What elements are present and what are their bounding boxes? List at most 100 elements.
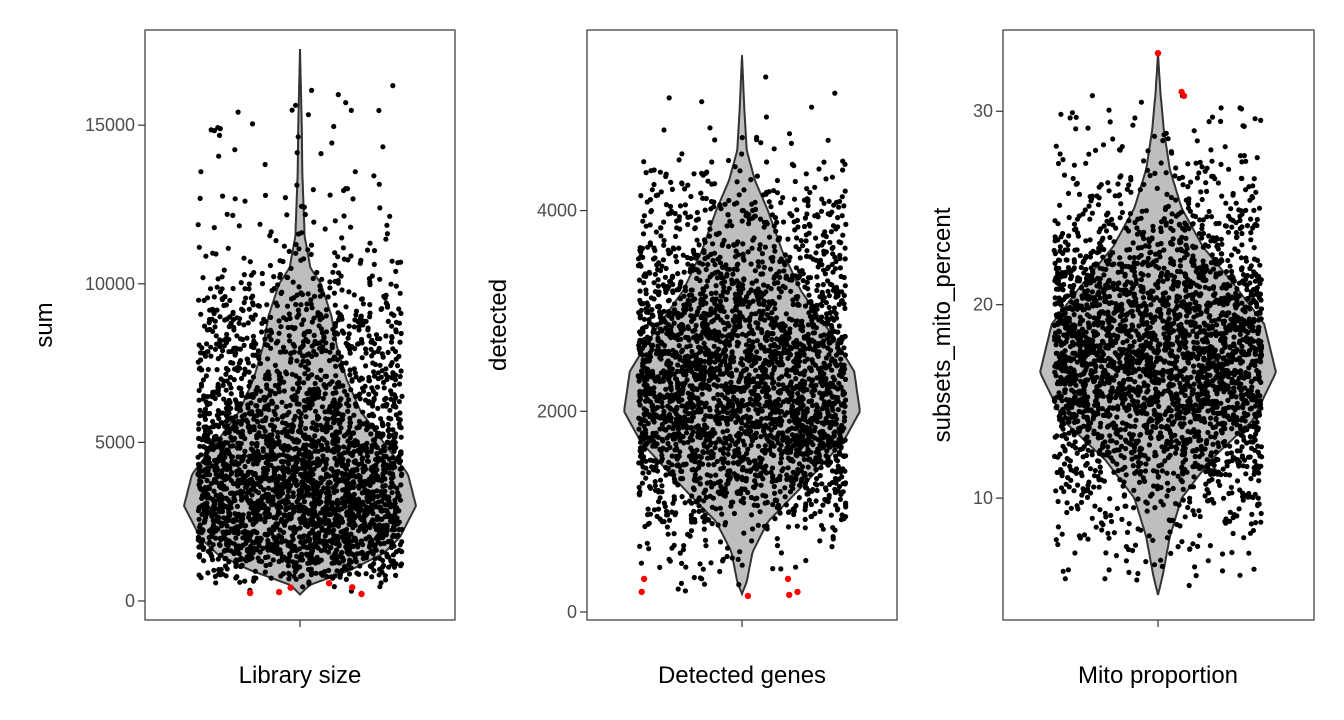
data-point bbox=[651, 181, 657, 188]
data-point bbox=[233, 535, 239, 541]
data-point bbox=[310, 420, 316, 426]
data-point bbox=[829, 174, 836, 180]
data-point bbox=[359, 355, 365, 361]
data-point bbox=[369, 385, 375, 391]
data-point bbox=[387, 213, 393, 219]
data-point bbox=[660, 438, 666, 444]
data-point bbox=[691, 486, 697, 493]
data-point bbox=[717, 568, 723, 575]
data-point bbox=[323, 429, 329, 435]
data-point bbox=[754, 349, 760, 355]
data-point bbox=[841, 345, 847, 351]
data-point bbox=[265, 498, 271, 504]
data-point bbox=[228, 391, 234, 397]
data-point bbox=[735, 556, 741, 563]
data-point bbox=[774, 177, 781, 184]
data-point bbox=[293, 394, 299, 400]
data-point bbox=[369, 412, 375, 418]
data-point bbox=[769, 310, 775, 316]
data-point bbox=[338, 354, 344, 360]
data-point bbox=[367, 310, 373, 316]
data-point bbox=[381, 467, 387, 473]
data-point bbox=[714, 458, 720, 464]
y-tick-label: 0 bbox=[125, 591, 135, 611]
data-point bbox=[387, 470, 393, 476]
data-point bbox=[782, 494, 788, 500]
data-point bbox=[211, 434, 217, 440]
data-point bbox=[667, 558, 673, 564]
data-point bbox=[681, 269, 687, 275]
data-point bbox=[282, 512, 288, 518]
data-point bbox=[393, 404, 399, 410]
data-point bbox=[283, 369, 289, 375]
data-point bbox=[249, 453, 255, 459]
data-point bbox=[224, 211, 230, 217]
data-point bbox=[257, 221, 263, 227]
data-point bbox=[833, 457, 839, 463]
data-point bbox=[281, 379, 287, 385]
data-point bbox=[331, 552, 337, 558]
data-point bbox=[330, 540, 336, 546]
data-point bbox=[237, 403, 243, 409]
data-point bbox=[700, 195, 706, 201]
data-point bbox=[717, 539, 724, 545]
data-point bbox=[268, 314, 274, 320]
data-point bbox=[278, 459, 285, 465]
data-point bbox=[301, 504, 307, 510]
data-point bbox=[227, 297, 233, 303]
data-point bbox=[387, 407, 393, 413]
data-point bbox=[202, 501, 208, 507]
data-point bbox=[703, 266, 709, 273]
data-point bbox=[842, 245, 848, 251]
data-point bbox=[779, 468, 785, 474]
data-point bbox=[250, 374, 256, 380]
data-point bbox=[219, 496, 225, 503]
data-point bbox=[294, 401, 300, 407]
data-point bbox=[640, 329, 646, 335]
data-point bbox=[376, 345, 382, 351]
data-point bbox=[280, 464, 286, 470]
data-point bbox=[674, 218, 680, 224]
data-point bbox=[818, 465, 824, 471]
data-point bbox=[280, 420, 286, 426]
data-point bbox=[306, 360, 312, 366]
data-point bbox=[703, 543, 709, 549]
data-point bbox=[277, 483, 283, 489]
data-point bbox=[380, 562, 387, 569]
data-point bbox=[217, 572, 223, 578]
data-point bbox=[818, 208, 825, 214]
data-point bbox=[343, 477, 349, 483]
data-point bbox=[286, 461, 292, 467]
data-point bbox=[781, 448, 787, 455]
data-point bbox=[234, 333, 240, 339]
data-point bbox=[235, 454, 241, 460]
data-point bbox=[292, 480, 298, 486]
data-point bbox=[359, 296, 365, 302]
data-point bbox=[238, 480, 244, 486]
data-point bbox=[250, 510, 256, 516]
data-point bbox=[749, 245, 755, 251]
data-point bbox=[717, 505, 724, 511]
data-point bbox=[217, 553, 223, 559]
data-point bbox=[381, 379, 387, 385]
data-point bbox=[755, 443, 762, 449]
data-point bbox=[748, 261, 754, 267]
data-point bbox=[374, 384, 381, 390]
data-point bbox=[680, 461, 687, 468]
data-point bbox=[236, 445, 242, 451]
data-point bbox=[301, 380, 307, 386]
data-point bbox=[771, 146, 777, 152]
data-point bbox=[793, 244, 799, 250]
data-point bbox=[239, 413, 245, 420]
data-point bbox=[347, 504, 353, 510]
data-point bbox=[213, 535, 219, 541]
data-point bbox=[383, 403, 389, 409]
data-point bbox=[205, 570, 211, 576]
data-point bbox=[801, 424, 807, 430]
data-point bbox=[227, 374, 233, 380]
data-point bbox=[340, 245, 346, 251]
data-point bbox=[365, 325, 371, 331]
data-point bbox=[254, 403, 260, 409]
data-point bbox=[303, 414, 309, 420]
data-point bbox=[330, 356, 336, 362]
